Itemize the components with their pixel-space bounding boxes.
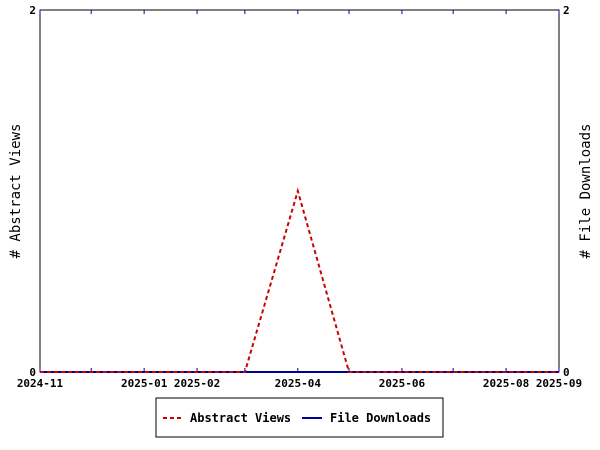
y-axis-left-label: # Abstract Views xyxy=(8,124,24,259)
y-left-tick-top: 2 xyxy=(29,4,36,17)
plot-area xyxy=(39,9,560,373)
y-right-tick-top: 2 xyxy=(563,4,570,17)
data-point-abstract-views-2025-01 xyxy=(143,371,145,373)
data-point-abstract-views-2025-04 xyxy=(297,190,299,192)
legend-label-abstract-views: Abstract Views xyxy=(190,411,291,425)
data-point-abstract-views-2025-06 xyxy=(401,371,403,373)
legend-label-file-downloads: File Downloads xyxy=(330,411,431,425)
data-point-abstract-views-2025-07 xyxy=(452,371,454,373)
data-point-abstract-views-2024-11 xyxy=(39,371,41,373)
x-tick-label-2024-11: 2024-11 xyxy=(17,377,64,390)
x-tick-label-2025-08: 2025-08 xyxy=(483,377,529,390)
x-tick-label-2025-09: 2025-09 xyxy=(536,377,582,390)
x-tick-label-2025-06: 2025-06 xyxy=(379,377,426,390)
y-right-tick-bottom: 0 xyxy=(563,366,570,379)
x-tick-label-2025-02: 2025-02 xyxy=(174,377,220,390)
x-tick-label-2025-01: 2025-01 xyxy=(121,377,168,390)
data-point-file-downloads-2025-04 xyxy=(297,371,299,373)
legend: Abstract Views File Downloads xyxy=(155,397,444,438)
series-layer xyxy=(39,187,560,373)
data-point-abstract-views-2025-02 xyxy=(196,371,198,373)
data-point-abstract-views-2025-03 xyxy=(244,371,246,373)
data-point-abstract-views-2025-05 xyxy=(348,371,350,373)
data-point-abstract-views-2025-09 xyxy=(558,371,560,373)
data-point-abstract-views-2024-12 xyxy=(90,371,92,373)
x-tick-label-2025-04: 2025-04 xyxy=(275,377,322,390)
y-left-tick-bottom: 0 xyxy=(29,366,36,379)
x-axis-tick-labels: 2024-11 2025-01 2025-02 2025-04 2025-06 2025-… xyxy=(17,377,582,390)
data-point-abstract-views-2025-08 xyxy=(505,371,507,373)
y-axis-right-label: # File Downloads xyxy=(578,124,594,259)
legend-box xyxy=(155,397,444,438)
